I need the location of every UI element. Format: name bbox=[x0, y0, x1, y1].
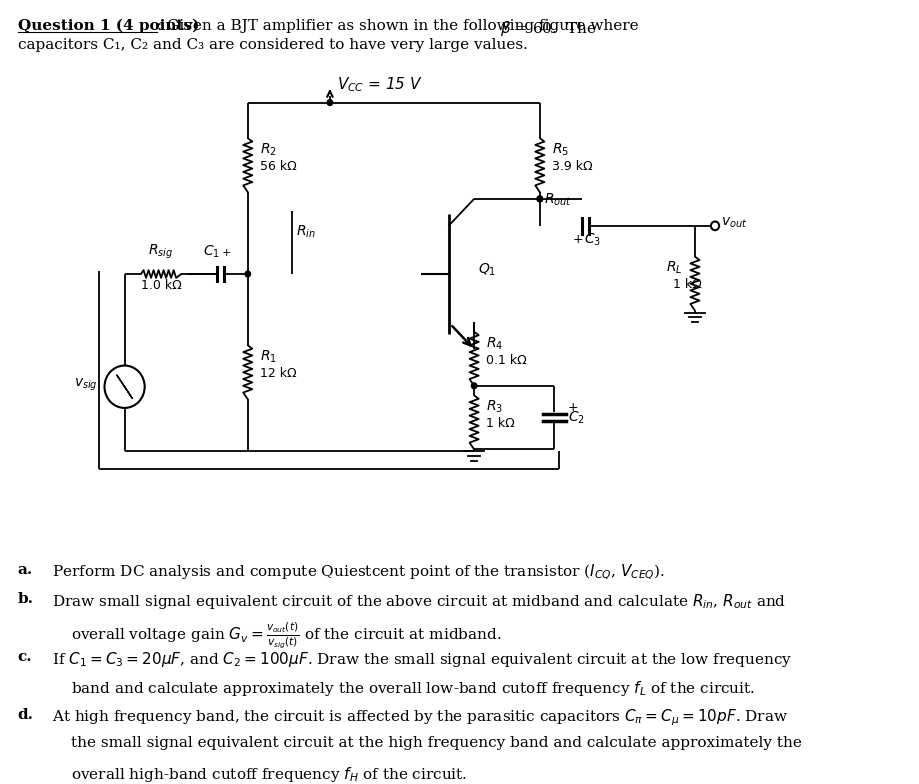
Circle shape bbox=[471, 383, 477, 389]
Text: d.: d. bbox=[17, 707, 34, 721]
Text: If $C_1 = C_3 = 20\mu F$, and $C_2 = 100\mu F$. Draw the small signal equivalent: If $C_1 = C_3 = 20\mu F$, and $C_2 = 100… bbox=[52, 650, 793, 669]
Text: Perform DC analysis and compute Quiestcent point of the transistor ($I_{CQ}$, $V: Perform DC analysis and compute Quiestce… bbox=[52, 563, 665, 583]
Text: $R_3$: $R_3$ bbox=[486, 399, 503, 416]
Text: 3.9 kΩ: 3.9 kΩ bbox=[551, 160, 593, 173]
Circle shape bbox=[537, 196, 542, 201]
Text: +: + bbox=[568, 401, 579, 414]
Circle shape bbox=[327, 100, 333, 105]
Text: $R_{sig}$: $R_{sig}$ bbox=[149, 243, 174, 261]
Text: $C_3$: $C_3$ bbox=[584, 231, 601, 248]
Text: $R_{in}$: $R_{in}$ bbox=[296, 223, 316, 240]
Text: Question 1 (4 points): Question 1 (4 points) bbox=[17, 19, 199, 33]
Circle shape bbox=[105, 365, 144, 408]
Text: $v_{sig}$: $v_{sig}$ bbox=[74, 377, 98, 393]
Text: $\beta$ = 60.  The: $\beta$ = 60. The bbox=[500, 19, 596, 38]
Text: : Given a BJT amplifier as shown in the following figure where: : Given a BJT amplifier as shown in the … bbox=[156, 19, 643, 33]
Text: $V_{CC}$ = 15 V: $V_{CC}$ = 15 V bbox=[337, 75, 423, 93]
Text: 1 kΩ: 1 kΩ bbox=[486, 417, 515, 430]
Text: $R_L$: $R_L$ bbox=[665, 260, 682, 277]
Text: overall high-band cutoff frequency $f_H$ of the circuit.: overall high-band cutoff frequency $f_H$… bbox=[71, 765, 467, 784]
Text: $Q_1$: $Q_1$ bbox=[478, 262, 496, 278]
Text: +: + bbox=[222, 248, 232, 258]
Text: $R_5$: $R_5$ bbox=[551, 142, 569, 158]
Text: capacitors C₁, C₂ and C₃ are considered to have very large values.: capacitors C₁, C₂ and C₃ are considered … bbox=[17, 38, 528, 52]
Text: Draw small signal equivalent circuit of the above circuit at midband and calcula: Draw small signal equivalent circuit of … bbox=[52, 592, 787, 611]
Text: the small signal equivalent circuit at the high frequency band and calculate app: the small signal equivalent circuit at t… bbox=[71, 736, 801, 750]
Circle shape bbox=[245, 271, 251, 277]
Text: c.: c. bbox=[17, 650, 32, 664]
Text: At high frequency band, the circuit is affected by the parasitic capacitors $C_{: At high frequency band, the circuit is a… bbox=[52, 707, 789, 728]
Text: band and calculate approximately the overall low-band cutoff frequency $f_L$ of : band and calculate approximately the ove… bbox=[71, 679, 754, 698]
Text: $R_2$: $R_2$ bbox=[260, 142, 277, 158]
Text: 1.0 kΩ: 1.0 kΩ bbox=[141, 279, 181, 292]
Text: overall voltage gain $G_v = \frac{v_{out}(t)}{v_{sig}(t)}$ of the circuit at mid: overall voltage gain $G_v = \frac{v_{out… bbox=[71, 621, 502, 651]
Circle shape bbox=[537, 196, 542, 201]
Text: $C_1$: $C_1$ bbox=[203, 244, 220, 260]
Text: 0.1 kΩ: 0.1 kΩ bbox=[486, 354, 527, 367]
Text: 12 kΩ: 12 kΩ bbox=[260, 367, 296, 380]
Text: $R_{out}$: $R_{out}$ bbox=[544, 192, 573, 208]
Text: 1 kΩ: 1 kΩ bbox=[673, 278, 702, 292]
Text: $R_4$: $R_4$ bbox=[486, 336, 504, 352]
Text: $v_{out}$: $v_{out}$ bbox=[721, 216, 748, 230]
Text: 56 kΩ: 56 kΩ bbox=[260, 160, 297, 173]
Text: a.: a. bbox=[17, 563, 33, 577]
Text: $R_1$: $R_1$ bbox=[260, 349, 277, 365]
Text: $C_2$: $C_2$ bbox=[568, 409, 585, 426]
Text: b.: b. bbox=[17, 592, 34, 606]
Circle shape bbox=[711, 222, 720, 230]
Text: +: + bbox=[573, 233, 584, 246]
